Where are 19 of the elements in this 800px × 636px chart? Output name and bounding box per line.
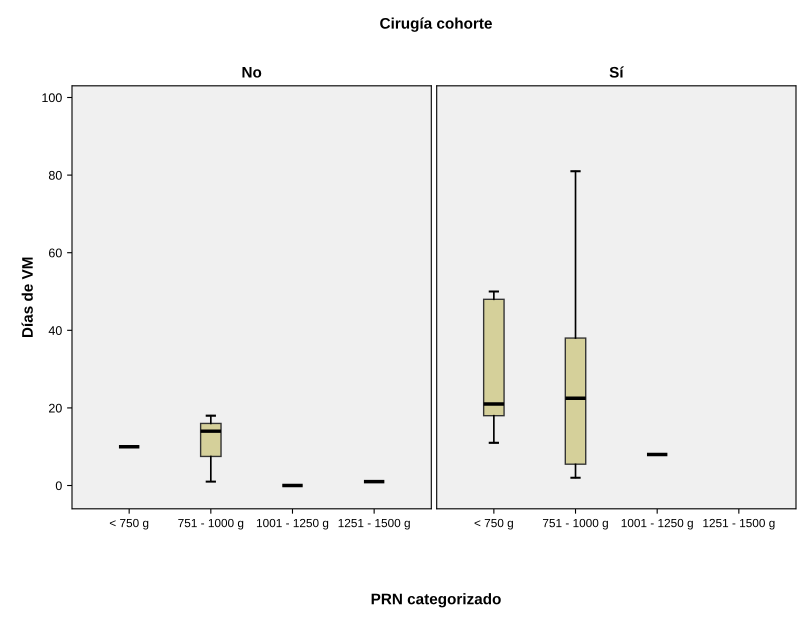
y-tick-label: 100 (42, 93, 62, 102)
y-tick-label: 0 (56, 481, 62, 490)
x-tick-label: 1001 - 1250 g (622, 518, 693, 530)
x-tick-label: 1001 - 1250 g (256, 518, 328, 530)
x-tick-label: 1251 - 1500 g (338, 518, 410, 530)
y-tick-label: 40 (48, 326, 62, 335)
chart-title: No (242, 67, 262, 78)
x-tick-label: < 750 g (110, 518, 148, 530)
chart-title: Sí (610, 66, 624, 78)
x-tick-label: < 750 g (474, 518, 513, 530)
y-tick-label: 60 (49, 248, 62, 258)
x-tick-label: 1251 - 1500 g (703, 518, 775, 530)
y-tick-label: 20 (49, 404, 62, 413)
x-tick-label: 751 - 1000 g (178, 518, 244, 530)
x-axis-title: PRN categorizado (372, 593, 501, 608)
y-tick-label: 80 (48, 170, 62, 180)
y-axis-title: Días de VM (21, 258, 33, 338)
text: Cirugía cohorte (380, 17, 492, 32)
x-tick-label: 751 - 1000 g (542, 518, 608, 530)
